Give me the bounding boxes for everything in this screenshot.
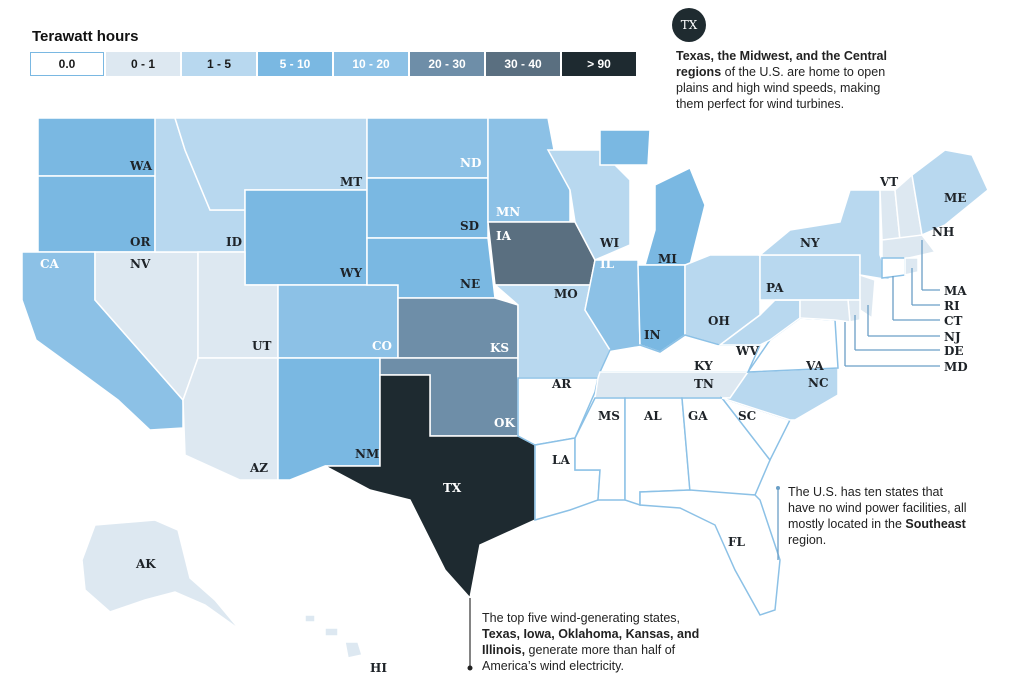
label-ca: CA	[40, 257, 60, 271]
state-nj[interactable]	[859, 273, 876, 320]
legend-bin-7: > 90	[562, 52, 636, 76]
label-ak: AK	[135, 557, 156, 571]
state-hi[interactable]	[304, 614, 363, 659]
label-md: MD	[944, 360, 968, 374]
label-tx: TX	[443, 481, 462, 495]
label-nm: NM	[355, 447, 379, 461]
label-wa: WA	[129, 159, 153, 173]
label-nj: NJ	[944, 330, 961, 344]
label-or: OR	[130, 235, 151, 249]
label-va: VA	[805, 359, 824, 373]
label-mn: MN	[496, 205, 520, 219]
note-top-rest: of the U.S. are home to open plains and …	[676, 65, 886, 111]
note-bottom-a: The top five wind-generating states,	[482, 611, 681, 625]
note-bottom-bold: Texas, Iowa, Oklahoma, Kansas, and Illin…	[482, 627, 700, 657]
label-co: CO	[372, 339, 392, 353]
label-ma: MA	[944, 284, 967, 298]
label-nc: NC	[808, 376, 829, 390]
label-nh: NH	[932, 225, 954, 239]
state-tx[interactable]	[324, 374, 536, 600]
label-ar: AR	[551, 377, 572, 391]
legend-title: Terawatt hours	[32, 28, 139, 45]
label-in: IN	[644, 328, 661, 342]
label-me: ME	[944, 191, 966, 205]
state-ak[interactable]	[81, 519, 241, 631]
label-fl: FL	[728, 535, 746, 549]
label-mt: MT	[340, 175, 362, 189]
note-top: Texas, the Midwest, and the Central regi…	[676, 48, 911, 112]
label-al: AL	[643, 409, 662, 423]
label-ms: MS	[598, 409, 620, 423]
label-id: ID	[226, 235, 242, 249]
note-right-a: The U.S. has ten states that have no win…	[788, 485, 967, 531]
legend-bin-3: 5 - 10	[258, 52, 332, 76]
label-vt: VT	[879, 175, 898, 189]
label-de: DE	[944, 344, 964, 358]
note-right: The U.S. has ten states that have no win…	[788, 484, 968, 548]
note-bottom-b: generate more than half of America’s win…	[482, 643, 676, 673]
tx-callout-dot	[467, 665, 473, 671]
state-fl[interactable]	[639, 489, 781, 616]
label-pa: PA	[766, 281, 784, 295]
note-bottom: The top five wind-generating states, Tex…	[482, 610, 708, 674]
label-ne: NE	[460, 277, 480, 291]
label-oh: OH	[708, 314, 730, 328]
legend-bin-4: 10 - 20	[334, 52, 408, 76]
legend: 0.0 0 - 1 1 - 5 5 - 10 10 - 20 20 - 30 3…	[30, 52, 636, 76]
label-ky: KY	[694, 359, 713, 373]
label-la: LA	[552, 453, 570, 467]
label-sc: SC	[738, 409, 756, 423]
state-ga[interactable]	[681, 397, 771, 496]
legend-bin-2: 1 - 5	[182, 52, 256, 76]
label-mi: MI	[658, 252, 677, 266]
label-tn: TN	[694, 377, 714, 391]
label-ia: IA	[496, 229, 512, 243]
label-nv: NV	[130, 257, 151, 271]
label-il: IL	[600, 257, 615, 271]
label-ga: GA	[688, 409, 708, 423]
label-wi: WI	[599, 236, 619, 250]
legend-bin-6: 30 - 40	[486, 52, 560, 76]
legend-bin-0: 0.0	[30, 52, 104, 76]
state-ct[interactable]	[881, 257, 906, 279]
label-sd: SD	[460, 219, 479, 233]
label-hi: HI	[370, 661, 387, 675]
state-md[interactable]	[775, 299, 851, 323]
label-ny: NY	[800, 236, 820, 250]
label-wv: WV	[735, 344, 759, 358]
state-nm[interactable]	[277, 357, 381, 481]
state-ri[interactable]	[904, 257, 919, 276]
note-top-bold: Texas, the Midwest, and the Central regi…	[676, 49, 887, 79]
state-labels: WA OR CA NV ID MT WY UT AZ CO NM ND SD N…	[40, 156, 968, 675]
legend-bin-5: 20 - 30	[410, 52, 484, 76]
state-ma[interactable]	[881, 234, 937, 261]
note-right-bold: Southeast	[905, 517, 966, 531]
label-ok: OK	[494, 416, 515, 430]
legend-bin-1: 0 - 1	[106, 52, 180, 76]
note-right-b: region.	[788, 533, 827, 547]
callout-lines	[777, 240, 940, 560]
label-ut: UT	[252, 339, 271, 353]
tx-badge: TX	[672, 8, 706, 42]
label-mo: MO	[554, 287, 578, 301]
label-wy: WY	[339, 266, 362, 280]
label-ct: CT	[944, 314, 963, 328]
label-ri: RI	[944, 299, 960, 313]
label-az: AZ	[249, 461, 268, 475]
state-tn[interactable]	[594, 371, 750, 399]
se-callout-dot	[776, 486, 780, 490]
label-nd: ND	[460, 156, 481, 170]
state-ny[interactable]	[757, 189, 892, 281]
label-ks: KS	[490, 341, 509, 355]
